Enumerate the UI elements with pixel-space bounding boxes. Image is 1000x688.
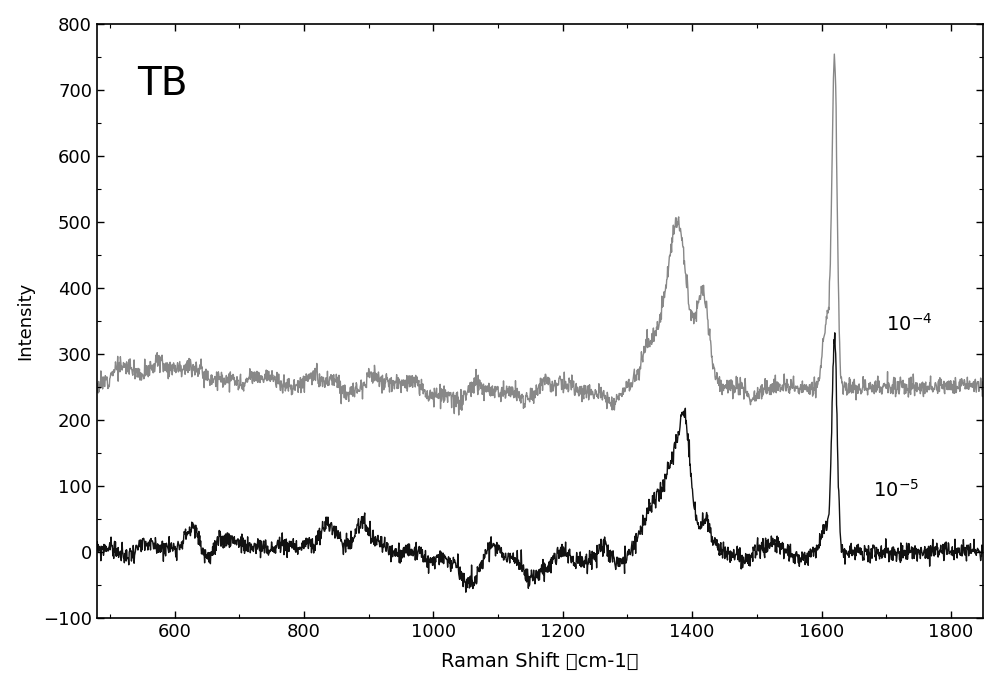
Text: TB: TB (137, 65, 187, 103)
X-axis label: Raman Shift （cm-1）: Raman Shift （cm-1） (441, 652, 639, 671)
Y-axis label: Intensity: Intensity (17, 282, 35, 360)
Text: $10^{-5}$: $10^{-5}$ (873, 479, 919, 500)
Text: $10^{-4}$: $10^{-4}$ (886, 313, 933, 335)
